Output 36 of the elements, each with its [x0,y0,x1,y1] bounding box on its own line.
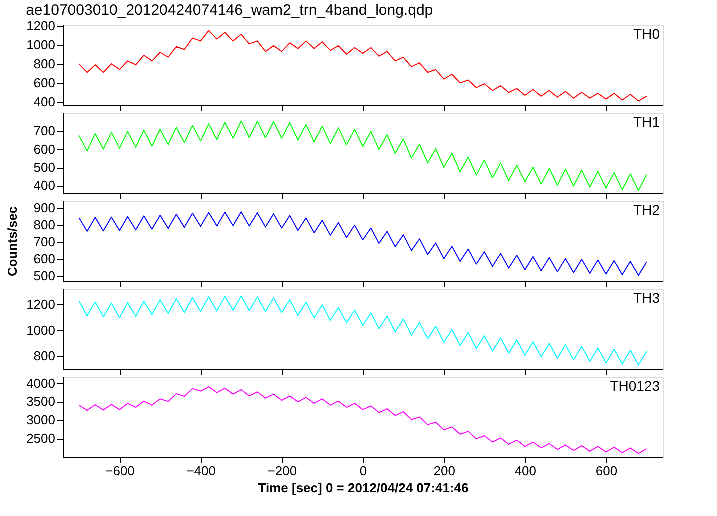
text: TH3 [634,290,660,306]
y-tick-label: 600 [34,251,56,266]
y-tick-label: 400 [34,94,56,110]
y-tick-label: 600 [34,142,56,157]
y-tick-label: 900 [34,200,56,216]
y-tick-label: 700 [34,234,56,250]
x-tick-label: 0 [360,464,368,478]
text: TH2 [634,202,660,218]
y-tick-label: 1000 [26,38,56,52]
y-tick-label: 2500 [26,431,56,446]
y-tick-label: 3000 [26,412,56,428]
text: TH0 [634,26,660,42]
y-tick-label: 800 [34,56,56,72]
text: TH0123 [610,378,660,394]
y-tick-label: 1200 [26,18,56,34]
text: TH1 [634,114,660,130]
y-tick-label: 1200 [26,296,56,312]
chart-title: ae107003010_20120424074146_wam2_trn_4band_long.qdp [26,2,434,19]
x-tick-label: −600 [106,464,135,478]
y-tick-label: 600 [34,76,56,91]
x-axis-title: Time [sec] 0 = 2012/04/24 07:41:46 [258,480,469,496]
y-tick-label: 4000 [26,376,56,391]
y-tick-label: 1000 [26,322,56,338]
x-tick-label: −200 [268,464,298,478]
y-axis-title: Counts/sec [4,206,20,277]
x-tick-label: 600 [596,464,618,478]
y-tick-label: 700 [34,124,56,139]
y-tick-label: 3500 [26,394,56,410]
y-tick-label: 500 [34,268,56,284]
x-tick-label: 400 [514,464,537,478]
y-tick-label: 400 [34,178,56,194]
y-tick-label: 800 [34,217,56,232]
x-tick-label: 200 [434,464,456,478]
y-tick-label: 800 [34,348,56,364]
y-tick-label: 500 [34,160,56,176]
x-tick-label: −400 [186,464,216,478]
